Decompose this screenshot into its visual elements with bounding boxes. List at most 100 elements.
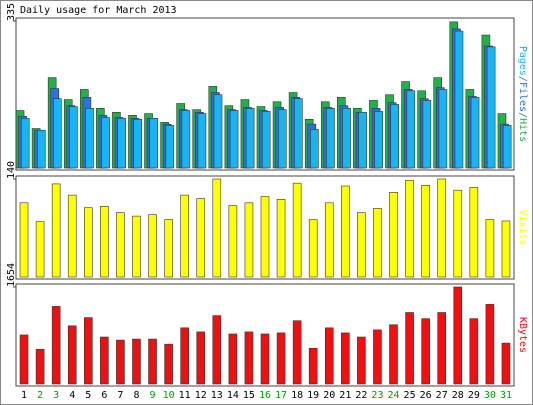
bar bbox=[19, 202, 29, 278]
bar bbox=[437, 312, 447, 385]
legend-entry: Files bbox=[517, 82, 528, 112]
legend-entry: Visits bbox=[517, 209, 528, 245]
x-tick-label: 29 bbox=[468, 390, 480, 401]
legend-separator: / bbox=[517, 76, 528, 82]
bar bbox=[85, 108, 94, 169]
x-tick-label: 28 bbox=[452, 390, 464, 401]
x-tick-label: 5 bbox=[85, 390, 91, 401]
bar bbox=[67, 325, 77, 385]
bar bbox=[148, 338, 157, 385]
bar bbox=[132, 338, 141, 385]
bar bbox=[373, 329, 382, 385]
x-tick-label: 30 bbox=[484, 390, 496, 401]
x-tick-label: 3 bbox=[53, 390, 59, 401]
bar bbox=[229, 110, 239, 169]
bar bbox=[292, 182, 302, 278]
bar bbox=[308, 219, 318, 278]
legend-separator: / bbox=[517, 112, 528, 118]
bar bbox=[470, 97, 480, 169]
legend-entry: KBytes bbox=[517, 317, 528, 353]
bar bbox=[358, 111, 367, 169]
legend: Pages/Files/Hits bbox=[517, 46, 528, 142]
x-tick-label: 19 bbox=[307, 390, 319, 401]
x-tick-label: 8 bbox=[133, 390, 139, 401]
x-tick-label: 25 bbox=[404, 390, 416, 401]
x-tick-label: 12 bbox=[195, 390, 207, 401]
x-tick-label: 15 bbox=[243, 390, 255, 401]
x-tick-label: 4 bbox=[69, 390, 75, 401]
bar bbox=[485, 219, 495, 278]
bar bbox=[406, 90, 416, 169]
x-tick-label: 7 bbox=[117, 390, 123, 401]
bar bbox=[373, 208, 382, 278]
bar bbox=[469, 187, 479, 278]
bar bbox=[148, 214, 157, 278]
x-tick-label: 6 bbox=[101, 390, 107, 401]
bar bbox=[502, 125, 512, 169]
bar bbox=[228, 333, 238, 385]
x-tick-label: 11 bbox=[179, 390, 191, 401]
bar bbox=[69, 106, 78, 169]
x-tick-label: 16 bbox=[259, 390, 271, 401]
bar bbox=[244, 331, 254, 385]
bar bbox=[261, 111, 271, 169]
bar bbox=[454, 30, 464, 169]
bar bbox=[51, 306, 61, 385]
bar bbox=[357, 336, 366, 385]
bar bbox=[310, 129, 319, 169]
bar bbox=[116, 212, 125, 278]
bar bbox=[101, 117, 110, 169]
chart-title: Daily usage for March 2013 bbox=[20, 5, 177, 16]
bar bbox=[181, 110, 191, 169]
bar bbox=[67, 194, 77, 278]
bar bbox=[421, 185, 430, 278]
bar bbox=[83, 317, 93, 385]
bar bbox=[53, 98, 62, 169]
bar bbox=[501, 342, 511, 385]
x-tick-label: 1 bbox=[21, 390, 27, 401]
bar bbox=[244, 202, 254, 278]
bar bbox=[245, 108, 255, 169]
legend-entry: Hits bbox=[517, 118, 528, 142]
bar bbox=[405, 180, 414, 278]
x-tick-label: 20 bbox=[323, 390, 335, 401]
bar bbox=[51, 183, 61, 278]
bar bbox=[341, 185, 350, 278]
x-tick-label: 2 bbox=[37, 390, 43, 401]
bar bbox=[196, 198, 206, 278]
bar bbox=[405, 312, 414, 385]
bar bbox=[421, 318, 430, 385]
bar bbox=[20, 118, 30, 169]
bar bbox=[100, 336, 109, 385]
bar bbox=[324, 327, 334, 385]
bar bbox=[324, 202, 334, 278]
bar bbox=[212, 315, 222, 385]
x-tick-label: 27 bbox=[436, 390, 448, 401]
legend: KBytes bbox=[517, 317, 528, 353]
bar bbox=[453, 189, 463, 278]
legend-entry: Pages bbox=[517, 46, 528, 76]
bar bbox=[117, 118, 126, 169]
bar bbox=[35, 221, 45, 278]
bar bbox=[276, 332, 286, 385]
bar bbox=[390, 104, 400, 169]
bar bbox=[213, 94, 223, 169]
bar bbox=[342, 108, 351, 169]
bar bbox=[422, 100, 432, 169]
x-tick-label: 21 bbox=[339, 390, 351, 401]
bar bbox=[292, 320, 302, 385]
bar bbox=[276, 199, 286, 278]
x-tick-label: 23 bbox=[371, 390, 383, 401]
x-tick-label: 24 bbox=[387, 390, 399, 401]
bar bbox=[212, 178, 222, 278]
bar bbox=[164, 219, 173, 278]
x-tick-label: 18 bbox=[291, 390, 303, 401]
bar bbox=[326, 108, 335, 169]
bar bbox=[374, 111, 383, 169]
bar bbox=[196, 331, 206, 385]
y-tick-label: 1654 bbox=[6, 263, 17, 287]
bar bbox=[180, 194, 189, 278]
bar bbox=[35, 348, 45, 385]
bar bbox=[389, 192, 398, 278]
